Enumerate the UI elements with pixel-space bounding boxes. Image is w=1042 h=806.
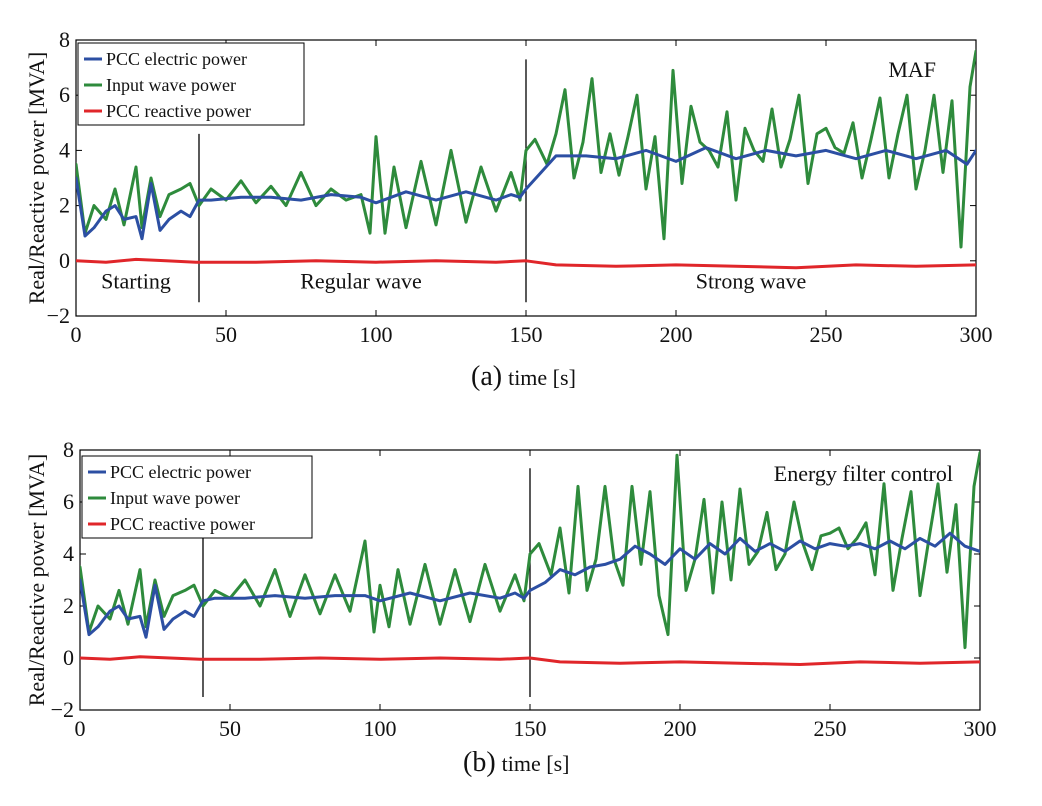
x-axis-label: time [s]: [508, 365, 576, 390]
panel-letter: (a): [471, 361, 502, 392]
x-tick-label: 300: [960, 322, 993, 347]
x-tick-label: 250: [810, 322, 843, 347]
legend-entry: PCC reactive power: [106, 101, 251, 121]
x-axis-label-group: (b) time [s]: [463, 747, 569, 778]
y-tick-label: 0: [59, 248, 70, 273]
region-label: Strong wave: [696, 268, 807, 293]
x-tick-label: 150: [514, 716, 547, 741]
series-line-pcc-reactive-power: [76, 257, 976, 270]
x-tick-label: 150: [510, 322, 543, 347]
x-axis-label: time [s]: [502, 751, 570, 776]
y-tick-label: 4: [59, 137, 70, 162]
legend-entry: PCC reactive power: [110, 514, 255, 534]
x-tick-label: 50: [219, 716, 241, 741]
legend-entry: PCC electric power: [106, 49, 247, 69]
legend-box: [81, 455, 313, 539]
series-line-pcc-electric-power: [76, 146, 976, 241]
chart-annotation: Energy filter control: [774, 461, 953, 486]
y-tick-label: −2: [51, 697, 74, 722]
series-line-input-wave-power: [76, 49, 976, 249]
legend-entry: Input wave power: [106, 75, 236, 95]
region-label: Starting: [101, 268, 171, 293]
y-axis-label: Real/Reactive power [MVA]: [24, 454, 49, 707]
plot-area: [76, 49, 976, 303]
legend: PCC electric power Input wave power PCC re…: [77, 42, 305, 126]
legend-entry: PCC electric power: [110, 462, 251, 482]
y-tick-label: 8: [59, 27, 70, 52]
panel-letter: (b): [463, 747, 496, 778]
chart-annotation: MAF: [888, 57, 936, 82]
x-tick-label: 100: [360, 322, 393, 347]
legend-entry: Input wave power: [110, 488, 240, 508]
x-tick-label: 300: [964, 716, 997, 741]
x-tick-label: 100: [364, 716, 397, 741]
y-tick-label: 2: [59, 193, 70, 218]
y-tick-label: 6: [59, 82, 70, 107]
series-line-pcc-reactive-power: [80, 655, 980, 666]
series-line-pcc-electric-power: [80, 531, 980, 639]
y-tick-label: 0: [63, 645, 74, 670]
x-tick-label: 0: [75, 716, 86, 741]
y-tick-label: 2: [63, 593, 74, 618]
y-axis-label: Real/Reactive power [MVA]: [24, 52, 49, 305]
y-tick-label: 8: [63, 437, 74, 462]
y-tick-label: 6: [63, 489, 74, 514]
x-tick-label: 250: [814, 716, 847, 741]
x-tick-label: 0: [71, 322, 82, 347]
region-label: Regular wave: [300, 268, 422, 293]
plot-area: [80, 451, 980, 697]
x-axis-label-group: (a) time [s]: [471, 361, 576, 392]
legend-box: [77, 42, 305, 126]
legend: PCC electric power Input wave power PCC re…: [81, 455, 313, 539]
y-tick-label: −2: [47, 303, 70, 328]
x-tick-label: 200: [660, 322, 693, 347]
y-tick-label: 4: [63, 541, 74, 566]
x-tick-label: 200: [664, 716, 697, 741]
x-tick-label: 50: [215, 322, 237, 347]
